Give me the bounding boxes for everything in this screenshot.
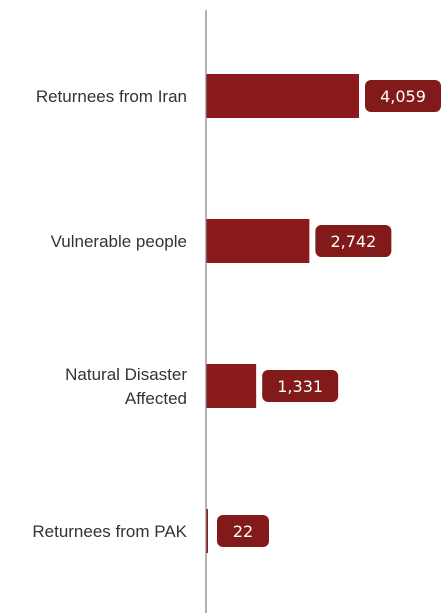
category-label-line: Vulnerable people	[51, 232, 187, 251]
bar-0	[206, 74, 359, 118]
category-label-line: Returnees from Iran	[36, 87, 187, 106]
category-label-1: Vulnerable people	[51, 232, 187, 251]
value-badge-2	[262, 370, 339, 402]
category-label-line: Natural Disaster	[65, 365, 187, 384]
category-label-3: Returnees from PAK	[32, 522, 187, 541]
bar-2	[206, 364, 257, 408]
value-label-0: 4,059	[380, 87, 426, 106]
value-badge-3	[217, 515, 269, 547]
value-label-3: 22	[233, 522, 253, 541]
bars-layer: 4,059 Returnees from Iran 2,742 Vulnerable …	[32, 74, 441, 553]
category-label-line: Affected	[125, 389, 187, 408]
bar-1	[206, 219, 310, 263]
category-label-2: Natural Disaster Affected	[65, 365, 187, 408]
value-label-2: 1,331	[277, 377, 323, 396]
category-label-0: Returnees from Iran	[36, 87, 187, 106]
value-badge-1	[315, 225, 392, 257]
bar-3	[206, 509, 208, 553]
category-label-line: Returnees from PAK	[32, 522, 187, 541]
value-badge-0	[365, 80, 441, 112]
value-label-1: 2,742	[330, 232, 376, 251]
